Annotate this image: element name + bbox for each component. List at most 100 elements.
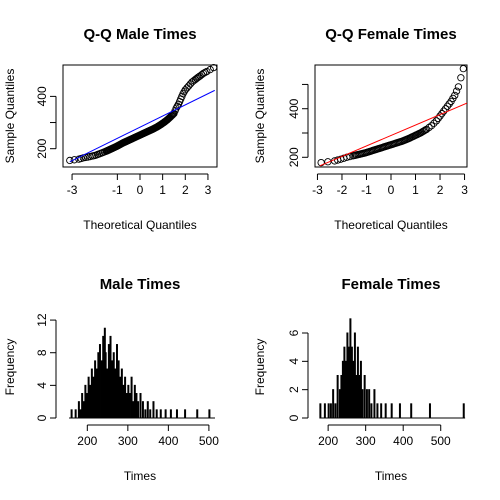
y-tick-label: 2: [287, 386, 301, 393]
hist-bar: [175, 409, 178, 419]
hist-bar: [82, 401, 85, 419]
hist-bar: [196, 409, 199, 419]
plot-frame: [314, 64, 468, 168]
qq-point: [112, 142, 120, 151]
qq-point: [149, 125, 158, 133]
qq-point: [122, 137, 131, 146]
hist-bar: [122, 384, 125, 419]
hist-bar: [149, 409, 152, 419]
y-tick-label: 12: [35, 313, 49, 327]
qq-point: [443, 102, 452, 110]
hist-bar: [363, 375, 366, 419]
x-tick-label: -3: [67, 183, 78, 197]
hist-bar: [338, 389, 341, 419]
hist-bar: [359, 360, 362, 419]
hist-bar: [111, 360, 114, 419]
hist-bar: [350, 346, 353, 419]
qq-point-fill: [430, 119, 438, 127]
x-tick-label: 500: [199, 434, 219, 448]
qq-point: [194, 73, 202, 82]
x-tick-label: -1: [112, 183, 123, 197]
y-tick-label: 4: [35, 382, 49, 389]
x-tick-label: 3: [461, 183, 468, 197]
y-tick-label: 8: [35, 349, 49, 356]
hist-bar: [81, 393, 84, 419]
panel-title: Female Times: [342, 276, 441, 293]
qq-point: [102, 147, 110, 155]
qq-point: [105, 146, 114, 154]
hist-bar: [343, 346, 346, 419]
hist-bar: [132, 401, 135, 419]
hist-bar: [95, 368, 98, 419]
hist-bar: [159, 409, 162, 419]
hist-bar: [144, 409, 147, 419]
qq-point: [447, 97, 455, 106]
hist-bar: [87, 376, 90, 419]
x-tick-label: 300: [356, 434, 376, 448]
hist-bar: [146, 401, 149, 419]
hist-bar: [135, 393, 138, 419]
qq-point: [84, 153, 92, 161]
y-axis-label: Sample Quantiles: [3, 69, 17, 164]
x-tick-label: 1: [159, 183, 166, 197]
x-tick-label: -3: [312, 183, 323, 197]
hist-bar: [349, 318, 352, 419]
hist-bar: [336, 375, 339, 419]
hist-bar: [94, 360, 97, 419]
y-tick-label: 200: [35, 138, 49, 158]
y-tick-label: 400: [35, 86, 49, 106]
hist-bar: [84, 384, 87, 419]
hist-bar: [128, 393, 131, 419]
x-axis-label: Theoretical Quantiles: [334, 218, 447, 232]
hist-bar: [323, 403, 326, 419]
hist-bar: [355, 375, 358, 419]
hist-bar: [155, 409, 158, 419]
qq-point: [203, 67, 211, 76]
hist-bar: [74, 409, 77, 419]
qq-point-fill: [173, 102, 182, 110]
x-tick-label: 2: [182, 183, 189, 197]
hist-bar: [184, 409, 187, 419]
hist-bar: [139, 393, 142, 419]
x-tick-label: 0: [388, 183, 395, 197]
qq-point: [139, 129, 148, 138]
qq-point-fill: [445, 100, 453, 108]
x-tick-label: 3: [205, 183, 212, 197]
hist-bar: [319, 403, 322, 419]
y-tick-label: 200: [287, 147, 301, 167]
qq-point: [427, 122, 436, 130]
qq-point: [179, 90, 187, 98]
hist-bar: [365, 389, 368, 419]
hist-bar: [86, 393, 89, 419]
x-tick-label: 1: [412, 183, 419, 197]
y-axis-label: Sample Quantiles: [253, 69, 267, 164]
hist-bar: [119, 376, 122, 419]
hist-bar: [164, 409, 167, 419]
hist-bar: [370, 403, 373, 419]
y-tick-label: 0: [287, 414, 301, 421]
y-tick-label: 6: [287, 329, 301, 336]
qq-point: [129, 134, 137, 142]
hist-bar: [380, 403, 383, 419]
hist-bar: [353, 332, 356, 419]
hist-bar: [127, 384, 130, 419]
hist-bar: [92, 376, 95, 419]
qq-point: [459, 64, 467, 73]
hist-bar: [130, 376, 133, 419]
qq-point: [451, 91, 459, 100]
x-tick-label: 0: [137, 183, 144, 197]
hist-bar: [152, 401, 155, 419]
hist-bar: [97, 352, 100, 419]
panel-title: Q-Q Male Times: [83, 26, 196, 43]
qq-point-fill: [457, 74, 465, 82]
hist-bar: [347, 346, 350, 419]
qq-point: [132, 133, 141, 141]
hist-bar: [384, 403, 387, 419]
x-tick-label: 200: [318, 434, 338, 448]
panel-qq-female: Q-Q Female Times Theoretical Quantiles Sam…: [253, 26, 468, 232]
x-axis-label: Times: [375, 469, 407, 483]
qq-reference-line: [69, 89, 215, 163]
qq-point: [95, 150, 103, 158]
hist-bar: [109, 335, 112, 419]
qq-point: [404, 135, 412, 143]
